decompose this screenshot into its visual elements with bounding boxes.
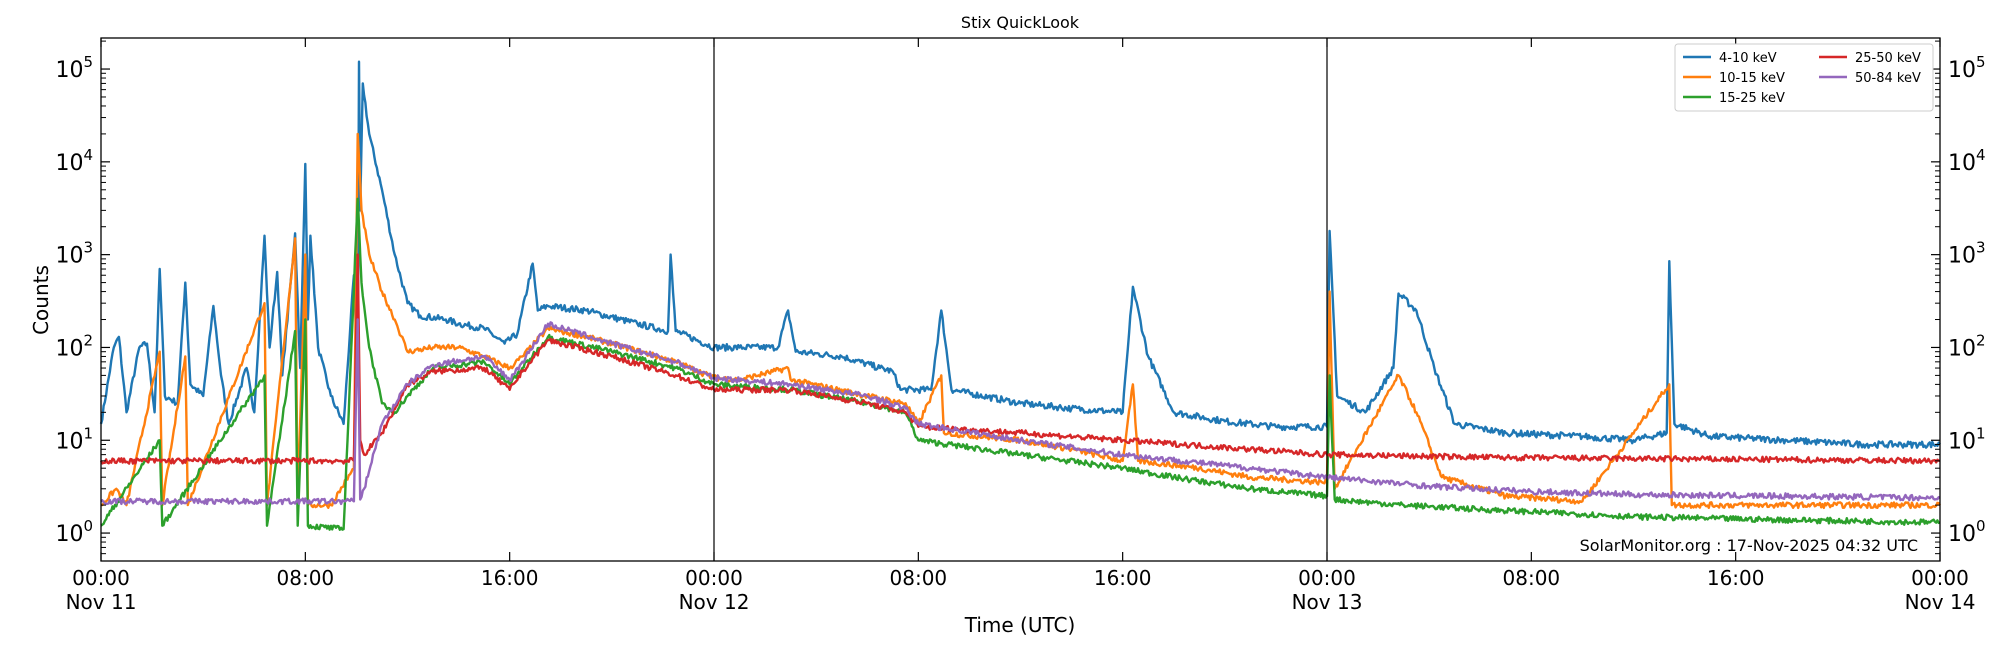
axis-ticks: 100 100 101 101 102 102 103 103 104 104 105 105 00:0…	[55, 38, 1986, 614]
x-tick-label-time: 00:00	[72, 566, 130, 590]
legend-label: 10-15 keV	[1719, 71, 1785, 86]
legend-box	[1674, 43, 1934, 112]
y-tick-label: 100	[1948, 517, 1986, 547]
series-line-10-15-keV	[100, 132, 1941, 510]
plot-frame	[100, 37, 1941, 562]
y-tick-label: 102	[55, 331, 93, 361]
legend: 4-10 keV 10-15 keV 15-25 keV 25-50 keV 50-84…	[1674, 43, 1934, 112]
x-tick-label-time: 00:00	[1911, 566, 1969, 590]
y-tick-label: 101	[55, 424, 93, 454]
y-tick-label: 105	[55, 53, 93, 83]
y-tick-label: 100	[55, 517, 93, 547]
y-axis-label: Counts	[29, 265, 53, 335]
legend-label: 50-84 keV	[1855, 71, 1921, 86]
x-tick-label-date: Nov 11	[66, 590, 137, 614]
x-tick-label-time: 08:00	[277, 566, 335, 590]
y-tick-label: 105	[1948, 53, 1986, 83]
x-tick-label-date: Nov 14	[1905, 590, 1976, 614]
legend-label: 15-25 keV	[1719, 91, 1785, 106]
x-tick-label-time: 00:00	[1298, 566, 1356, 590]
x-tick-label-time: 08:00	[1503, 566, 1561, 590]
series-line-50-84-keV	[100, 318, 1941, 506]
y-tick-label: 104	[55, 146, 93, 176]
x-tick-label-time: 16:00	[1707, 566, 1765, 590]
x-tick-label-time: 16:00	[481, 566, 539, 590]
x-axis-label: Time (UTC)	[964, 613, 1076, 637]
x-tick-label-date: Nov 13	[1292, 590, 1363, 614]
series-layer	[99, 60, 1941, 531]
x-tick-label-time: 16:00	[1094, 566, 1152, 590]
y-tick-label: 103	[1948, 239, 1986, 269]
legend-label: 4-10 keV	[1719, 51, 1777, 66]
series-line-15-25-keV	[100, 197, 1941, 531]
day-boundary-lines	[713, 38, 1328, 561]
x-tick-label-time: 00:00	[685, 566, 743, 590]
y-tick-label: 104	[1948, 146, 1986, 176]
x-tick-label-date: Nov 12	[679, 590, 750, 614]
legend-label: 25-50 keV	[1855, 51, 1921, 66]
timestamp-annotation: SolarMonitor.org : 17-Nov-2025 04:32 UTC	[1580, 536, 1918, 555]
y-tick-label: 101	[1948, 424, 1986, 454]
y-tick-label: 102	[1948, 331, 1986, 361]
x-tick-label-time: 08:00	[890, 566, 948, 590]
y-tick-label: 103	[55, 239, 93, 269]
chart-title: Stix QuickLook	[961, 13, 1080, 32]
series-line-4-10-keV	[99, 60, 1941, 449]
